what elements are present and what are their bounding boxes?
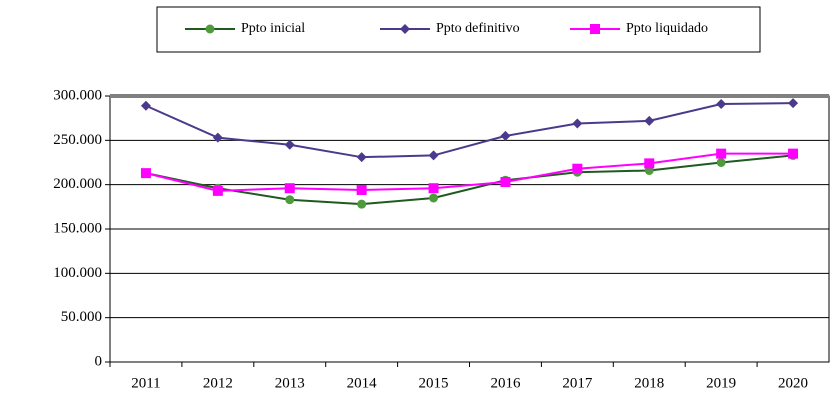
x-tick-label: 2017 <box>562 375 593 391</box>
marker <box>357 199 367 209</box>
marker <box>284 183 295 194</box>
marker <box>572 118 583 129</box>
series-line <box>145 152 794 192</box>
marker <box>400 24 410 34</box>
x-tick-label: 2018 <box>634 375 664 391</box>
marker <box>212 185 223 196</box>
marker <box>644 115 655 126</box>
y-tick-label: 300.000 <box>53 87 102 103</box>
y-tick-label: 0 <box>95 353 103 369</box>
marker <box>140 100 151 111</box>
marker <box>716 158 726 167</box>
series-line <box>145 154 794 206</box>
x-tick-label: 2020 <box>778 375 808 391</box>
marker <box>644 158 655 169</box>
marker <box>356 152 367 163</box>
marker <box>285 195 295 205</box>
legend-box <box>156 6 761 53</box>
x-tick-label: 2014 <box>347 375 378 391</box>
y-tick-label: 50.000 <box>61 309 102 325</box>
marker <box>428 183 439 194</box>
x-tick-label: 2011 <box>131 375 160 391</box>
marker <box>716 98 727 109</box>
marker <box>212 132 223 143</box>
legend: Ppto inicial Ppto definitivo Ppto liquidad… <box>185 21 708 36</box>
legend-label: Ppto definitivo <box>436 21 520 36</box>
y-tick-label: 100.000 <box>53 265 102 281</box>
marker <box>429 193 439 203</box>
marker <box>590 24 600 34</box>
legend-label: Ppto liquidado <box>626 21 708 36</box>
marker <box>205 24 215 34</box>
x-tick-label: 2015 <box>419 375 449 391</box>
series-line <box>145 102 794 159</box>
marker <box>428 150 439 161</box>
x-tick-label: 2016 <box>490 375 521 391</box>
marker <box>356 184 367 195</box>
marker <box>788 148 799 159</box>
marker <box>572 163 583 174</box>
y-tick-label: 250.000 <box>53 132 102 148</box>
y-tick-label: 150.000 <box>53 220 102 236</box>
marker <box>140 168 151 179</box>
y-tick-label: 200.000 <box>53 176 102 192</box>
marker <box>716 148 727 159</box>
x-tick-label: 2013 <box>275 375 305 391</box>
x-tick-label: 2012 <box>203 375 233 391</box>
x-tick-label: 2019 <box>706 375 736 391</box>
marker <box>500 177 511 188</box>
marker <box>500 130 511 141</box>
marker <box>284 139 295 150</box>
marker <box>788 98 799 109</box>
legend-label: Ppto inicial <box>241 21 305 36</box>
